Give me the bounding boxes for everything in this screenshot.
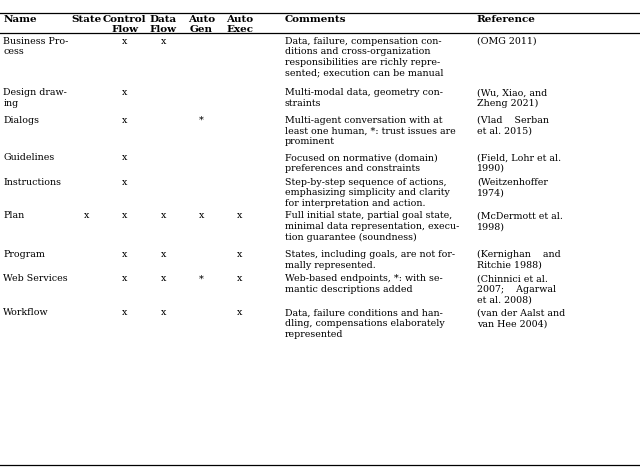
Text: *: *: [199, 116, 204, 125]
Text: Name: Name: [3, 15, 37, 24]
Text: Plan: Plan: [3, 212, 24, 220]
Text: x: x: [161, 308, 166, 317]
Text: x: x: [161, 212, 166, 220]
Text: Multi-modal data, geometry con-
straints: Multi-modal data, geometry con- straints: [285, 88, 443, 108]
Text: Reference: Reference: [477, 15, 536, 24]
Text: Focused on normative (domain)
preferences and constraints: Focused on normative (domain) preference…: [285, 153, 438, 173]
Text: (Vlad    Serban
et al. 2015): (Vlad Serban et al. 2015): [477, 116, 548, 135]
Text: Guidelines: Guidelines: [3, 153, 54, 162]
Text: (McDermott et al.
1998): (McDermott et al. 1998): [477, 212, 563, 231]
Text: x: x: [237, 274, 243, 283]
Text: *: *: [199, 274, 204, 283]
Text: x: x: [122, 250, 127, 259]
Text: x: x: [122, 308, 127, 317]
Text: x: x: [122, 153, 127, 162]
Text: x: x: [161, 37, 166, 46]
Text: (Weitzenhoffer
1974): (Weitzenhoffer 1974): [477, 178, 548, 197]
Text: (OMG 2011): (OMG 2011): [477, 37, 536, 46]
Text: States, including goals, are not for-
mally represented.: States, including goals, are not for- ma…: [285, 250, 455, 270]
Text: Step-by-step sequence of actions,
emphasizing simplicity and clarity
for interpr: Step-by-step sequence of actions, emphas…: [285, 178, 450, 208]
Text: x: x: [122, 212, 127, 220]
Text: Instructions: Instructions: [3, 178, 61, 187]
Text: Data
Flow: Data Flow: [150, 15, 177, 34]
Text: Design draw-
ing: Design draw- ing: [3, 88, 67, 108]
Text: x: x: [122, 178, 127, 187]
Text: x: x: [237, 250, 243, 259]
Text: (Kernighan    and
Ritchie 1988): (Kernighan and Ritchie 1988): [477, 250, 561, 270]
Text: (Chinnici et al.
2007;    Agarwal
et al. 2008): (Chinnici et al. 2007; Agarwal et al. 20…: [477, 274, 556, 305]
Text: State: State: [71, 15, 102, 24]
Text: Auto
Exec: Auto Exec: [227, 15, 253, 34]
Text: x: x: [161, 274, 166, 283]
Text: (Field, Lohr et al.
1990): (Field, Lohr et al. 1990): [477, 153, 561, 173]
Text: Data, failure conditions and han-
dling, compensations elaborately
represented: Data, failure conditions and han- dling,…: [285, 308, 445, 339]
Text: (Wu, Xiao, and
Zheng 2021): (Wu, Xiao, and Zheng 2021): [477, 88, 547, 108]
Text: Workflow: Workflow: [3, 308, 49, 317]
Text: x: x: [122, 37, 127, 46]
Text: Multi-agent conversation with at
least one human, *: trust issues are
prominent: Multi-agent conversation with at least o…: [285, 116, 456, 146]
Text: x: x: [84, 212, 89, 220]
Text: Data, failure, compensation con-
ditions and cross-organization
responsibilities: Data, failure, compensation con- ditions…: [285, 37, 444, 78]
Text: (van der Aalst and
van Hee 2004): (van der Aalst and van Hee 2004): [477, 308, 565, 328]
Text: x: x: [237, 212, 243, 220]
Text: x: x: [122, 88, 127, 97]
Text: Web Services: Web Services: [3, 274, 68, 283]
Text: Business Pro-
cess: Business Pro- cess: [3, 37, 68, 56]
Text: Control
Flow: Control Flow: [103, 15, 147, 34]
Text: Dialogs: Dialogs: [3, 116, 39, 125]
Text: Web-based endpoints, *: with se-
mantic descriptions added: Web-based endpoints, *: with se- mantic …: [285, 274, 442, 294]
Text: x: x: [237, 308, 243, 317]
Text: Auto
Gen: Auto Gen: [188, 15, 215, 34]
Text: Full initial state, partial goal state,
minimal data representation, execu-
tion: Full initial state, partial goal state, …: [285, 212, 459, 242]
Text: x: x: [161, 250, 166, 259]
Text: Comments: Comments: [285, 15, 346, 24]
Text: x: x: [199, 212, 204, 220]
Text: Program: Program: [3, 250, 45, 259]
Text: x: x: [122, 116, 127, 125]
Text: x: x: [122, 274, 127, 283]
